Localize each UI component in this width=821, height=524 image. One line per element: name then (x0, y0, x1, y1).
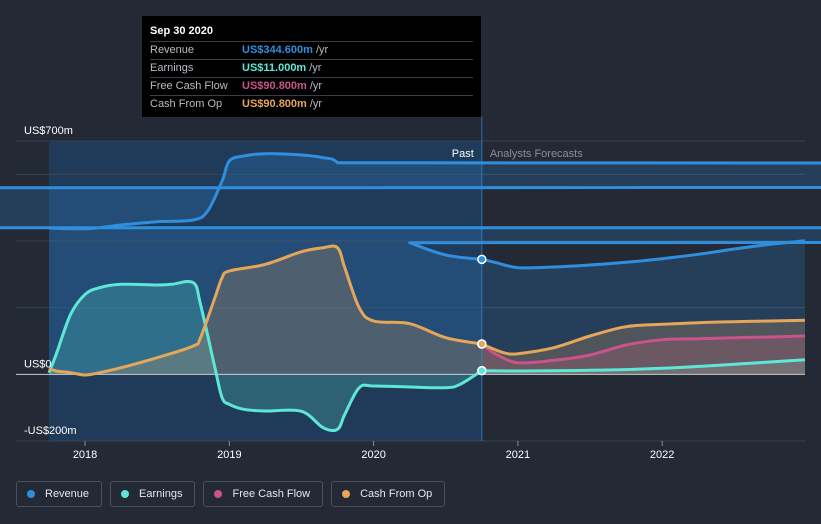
tooltip-label: Cash From Op (150, 98, 223, 110)
series-lines (0, 154, 821, 433)
tooltip-value: US$90.800m (242, 98, 307, 110)
cash-from-op-forecast-line (481, 318, 806, 356)
x-axis-tick-label: 2021 (506, 449, 530, 461)
tooltip-unit: /yr (309, 62, 322, 74)
tooltip-label: Earnings (150, 62, 194, 74)
revenue-marker (477, 254, 487, 265)
gridlines (16, 140, 805, 442)
legend-label: Earnings (139, 488, 183, 500)
earnings-past-line (47, 279, 483, 433)
tooltip-row-revenue: Revenue US$344.600m /yr (150, 41, 473, 59)
tooltip-markers (477, 254, 487, 376)
tooltip-value: US$344.600m (242, 44, 313, 56)
free-cash-flow-forecast-line (480, 334, 806, 365)
tooltip-label: Revenue (150, 44, 195, 56)
earnings-area (49, 281, 805, 431)
forecast-label: Analysts Forecasts (490, 148, 583, 160)
tooltip-unit: /yr (309, 98, 323, 110)
legend-dot-icon (214, 490, 223, 498)
x-axis-tick-label: 2018 (73, 449, 97, 461)
y-axis-label: US$700m (24, 125, 73, 137)
tooltip-row-earnings: Earnings US$11.000m /yr (150, 59, 473, 77)
earnings-forecast-line (481, 358, 806, 373)
x-axis-tick-label: 2019 (217, 449, 241, 461)
y-axis-label: US$0 (24, 358, 52, 370)
legend: Revenue Earnings Free Cash Flow Cash Fro… (16, 481, 453, 507)
tooltip-row-cash-from-op: Cash From Op US$90.800m /yr (150, 95, 473, 113)
tooltip-value: US$90.800m (242, 80, 307, 92)
earnings-marker (477, 365, 487, 376)
tooltip-date: Sep 30 2020 (150, 25, 213, 37)
legend-dot-icon (342, 490, 351, 498)
tooltip-unit: /yr (315, 44, 329, 56)
x-axis: 2018 2019 2020 2021 2022 (73, 441, 674, 461)
revenue-forecast-line (481, 239, 806, 270)
past-label: Past (452, 148, 474, 160)
tooltip-value: US$11.000m (242, 62, 307, 74)
cash-from-op-past-line (48, 244, 483, 377)
legend-label: Revenue (45, 488, 90, 500)
legend-label: Cash From Op (360, 488, 433, 500)
legend-item-earnings[interactable]: Earnings (110, 481, 196, 507)
tooltip-unit: /yr (309, 80, 323, 92)
tooltip-label: Free Cash Flow (150, 80, 228, 92)
tooltip-row-free-cash-flow: Free Cash Flow US$90.800m /yr (150, 77, 473, 95)
y-axis-labels: US$700m US$0 -US$200m (24, 125, 77, 437)
cash-from-op-marker (477, 339, 487, 349)
legend-item-revenue[interactable]: Revenue (16, 481, 103, 507)
legend-item-free-cash-flow[interactable]: Free Cash Flow (203, 481, 324, 507)
y-axis-label: -US$200m (24, 425, 77, 437)
legend-label: Free Cash Flow (232, 488, 311, 500)
x-axis-tick-label: 2022 (650, 449, 674, 461)
legend-item-cash-from-op[interactable]: Cash From Op (331, 481, 446, 507)
cash-from-op-area (49, 246, 805, 375)
past-region-shade (49, 141, 482, 441)
legend-dot-icon (121, 490, 130, 498)
tooltip: Sep 30 2020 Revenue US$344.600m /yr Earn… (142, 16, 481, 117)
legend-dot-icon (27, 490, 35, 498)
x-axis-tick-label: 2020 (361, 449, 385, 461)
